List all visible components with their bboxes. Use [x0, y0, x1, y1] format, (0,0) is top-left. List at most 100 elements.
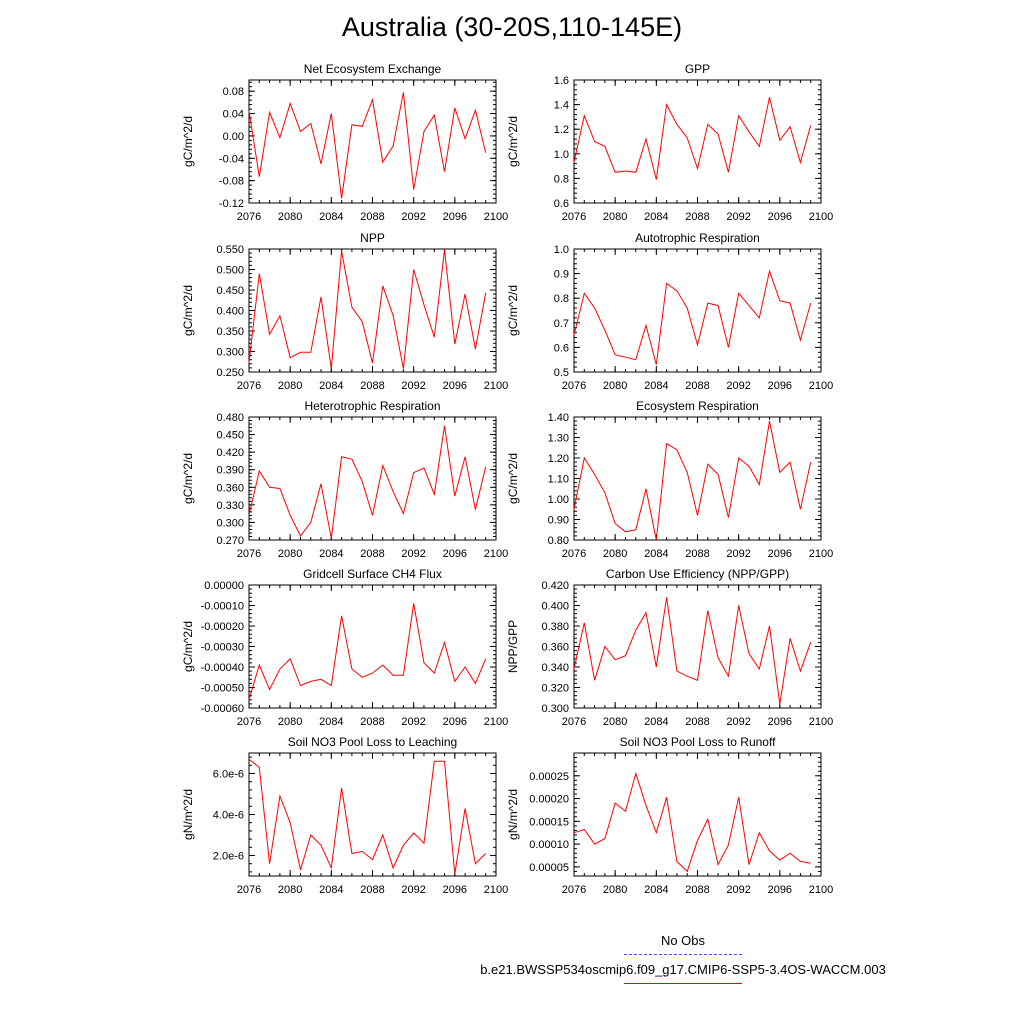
- x-tick-label: 2100: [809, 548, 833, 560]
- plot-frame: [248, 248, 497, 373]
- y-tick-label: 0.350: [216, 326, 244, 338]
- x-tick-label: 2100: [809, 716, 833, 728]
- plot-frame: [573, 416, 822, 541]
- y-tick-label: 0.250: [216, 367, 244, 379]
- x-tick-label: 2096: [768, 716, 792, 728]
- y-tick-label: 0.04: [223, 109, 244, 121]
- y-tick-label: 1.0: [554, 149, 569, 161]
- y-axis-label: gC/m^2/d: [181, 285, 195, 336]
- y-tick-label: 2.0e-6: [213, 851, 244, 863]
- x-tick-label: 2100: [484, 211, 508, 223]
- x-tick-label: 2096: [768, 548, 792, 560]
- y-tick-label: 1.10: [548, 474, 569, 486]
- x-tick-label: 2080: [278, 211, 302, 223]
- y-tick-label: 1.4: [554, 100, 569, 112]
- y-tick-label: 0.8: [554, 293, 569, 305]
- y-tick-label: 0.9: [554, 269, 569, 281]
- y-tick-label: 1.40: [548, 412, 569, 424]
- panel-title: Ecosystem Respiration: [636, 399, 759, 413]
- y-tick-label: -0.00060: [201, 703, 244, 715]
- y-tick-label: 0.08: [223, 86, 244, 98]
- x-tick-label: 2076: [562, 211, 586, 223]
- y-tick-label: 0.400: [216, 306, 244, 318]
- x-tick-label: 2076: [562, 716, 586, 728]
- x-tick-label: 2096: [443, 211, 467, 223]
- plot-frame: [573, 248, 822, 373]
- x-tick-label: 2080: [603, 548, 627, 560]
- x-tick-label: 2076: [237, 548, 261, 560]
- y-tick-label: 0.00: [223, 131, 244, 143]
- x-tick-label: 2076: [562, 884, 586, 896]
- series-line: [248, 425, 487, 539]
- panel-title: Soil NO3 Pool Loss to Leaching: [288, 735, 457, 749]
- y-tick-label: 0.300: [541, 703, 569, 715]
- y-tick-label: 0.270: [216, 535, 244, 547]
- panel-title: Autotrophic Respiration: [635, 231, 760, 245]
- y-tick-label: 1.6: [554, 75, 569, 87]
- x-tick-label: 2096: [443, 548, 467, 560]
- x-tick-label: 2088: [685, 716, 709, 728]
- y-tick-label: 1.30: [548, 433, 569, 445]
- x-tick-label: 2076: [237, 884, 261, 896]
- y-tick-label: 1.20: [548, 453, 569, 465]
- y-tick-label: 0.00005: [529, 862, 569, 874]
- plot-frame: [248, 416, 497, 541]
- x-tick-label: 2088: [360, 211, 384, 223]
- x-tick-label: 2088: [685, 211, 709, 223]
- y-tick-label: 0.340: [541, 662, 569, 674]
- y-axis-label: gC/m^2/d: [181, 453, 195, 504]
- page-title: Australia (30-20S,110-145E): [341, 12, 683, 42]
- chart-panel-1: GPP gC/m^2/d 2076 2080 2084 2088 2092 2096 2100 0…: [506, 62, 833, 223]
- x-tick-label: 2088: [685, 380, 709, 392]
- x-tick-label: 2088: [685, 884, 709, 896]
- y-tick-label: -0.00050: [201, 683, 244, 695]
- x-tick-label: 2084: [319, 884, 343, 896]
- chart-panel-6: Gridcell Surface CH4 Flux gC/m^2/d 2076 208…: [181, 567, 508, 728]
- chart-panel-0: Net Ecosystem Exchange gC/m^2/d 2076 2080 20…: [181, 62, 508, 223]
- y-tick-label: 0.80: [548, 535, 569, 547]
- y-tick-label: 0.400: [541, 601, 569, 613]
- x-tick-label: 2076: [562, 380, 586, 392]
- series-line: [573, 97, 812, 180]
- series-line: [248, 92, 487, 199]
- y-tick-label: 0.7: [554, 318, 569, 330]
- x-tick-label: 2084: [319, 548, 343, 560]
- y-axis-label: gC/m^2/d: [506, 453, 520, 504]
- x-tick-label: 2096: [768, 211, 792, 223]
- y-tick-label: 0.300: [216, 347, 244, 359]
- x-tick-label: 2096: [768, 380, 792, 392]
- chart-panel-2: NPP gC/m^2/d 2076 2080 2084 2088 2092 2096 2100 0…: [181, 231, 508, 392]
- plot-frame: [573, 752, 822, 877]
- y-tick-label: 0.00025: [529, 771, 569, 783]
- x-tick-label: 2092: [726, 380, 750, 392]
- y-axis-label: gN/m^2/d: [181, 789, 195, 840]
- y-tick-label: -0.00030: [201, 642, 244, 654]
- plot-frame: [573, 79, 822, 204]
- legend-obs-line: [624, 954, 742, 955]
- x-tick-label: 2096: [443, 716, 467, 728]
- legend-model-label: b.e21.BWSSP534oscmip6.f09_g17.CMIP6-SSP5…: [480, 962, 886, 977]
- panel-title: Net Ecosystem Exchange: [304, 62, 442, 76]
- x-tick-label: 2092: [401, 211, 425, 223]
- x-tick-label: 2084: [644, 548, 668, 560]
- series-line: [573, 421, 812, 541]
- y-axis-label: gC/m^2/d: [506, 116, 520, 167]
- y-tick-label: -0.08: [219, 176, 244, 188]
- x-tick-label: 2092: [401, 380, 425, 392]
- x-tick-label: 2100: [484, 716, 508, 728]
- y-axis-label: NPP/GPP: [506, 620, 520, 673]
- y-axis-label: gC/m^2/d: [506, 285, 520, 336]
- y-tick-label: 0.8: [554, 173, 569, 185]
- panel-title: Gridcell Surface CH4 Flux: [303, 567, 442, 581]
- chart-panel-8: Soil NO3 Pool Loss to Leaching gN/m^2/d 20…: [181, 735, 508, 896]
- x-tick-label: 2100: [484, 548, 508, 560]
- y-tick-label: 0.5: [554, 367, 569, 379]
- x-tick-label: 2080: [603, 211, 627, 223]
- x-tick-label: 2084: [319, 716, 343, 728]
- x-tick-label: 2100: [809, 211, 833, 223]
- y-tick-label: 4.0e-6: [213, 810, 244, 822]
- chart-panel-4: Heterotrophic Respiration gC/m^2/d 2076 208…: [181, 399, 508, 560]
- x-tick-label: 2080: [603, 884, 627, 896]
- x-tick-label: 2088: [360, 884, 384, 896]
